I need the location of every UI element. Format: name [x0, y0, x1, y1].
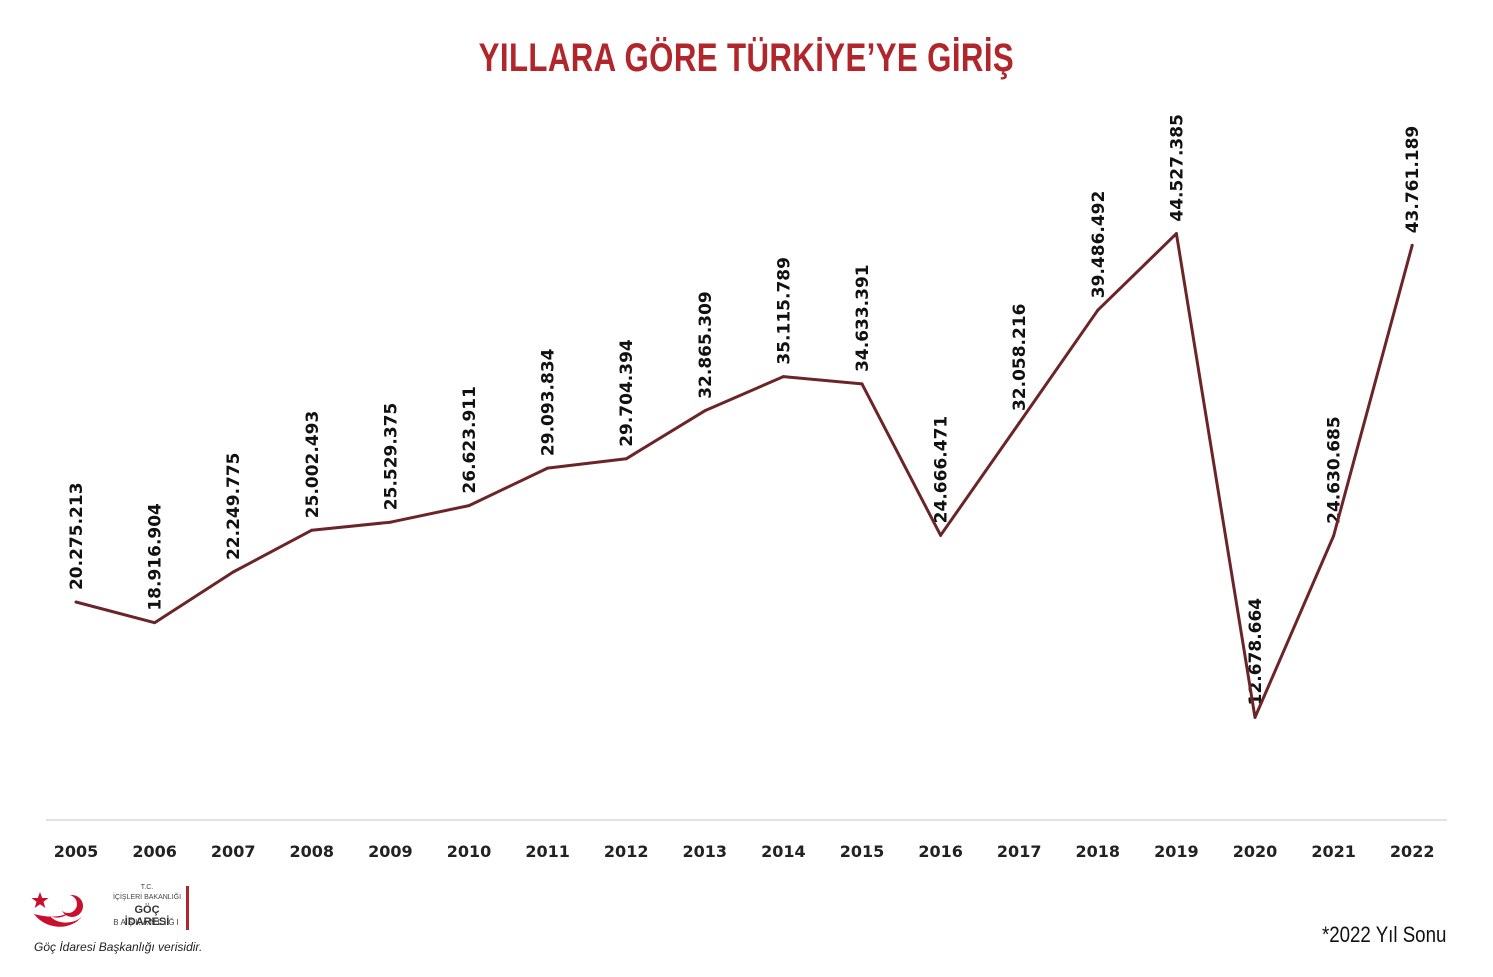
x-tick-label-2007: 2007 [211, 842, 256, 861]
x-tick-label-2015: 2015 [840, 842, 885, 861]
logo-line-1: T.C. [140, 884, 154, 891]
line-chart: 20.275.213 18.916.904 22.249.775 25.002.493… [46, 114, 1447, 861]
data-label-2007: 22.249.775 [224, 452, 244, 560]
data-label-2009: 25.529.375 [381, 403, 401, 511]
x-tick-label-2006: 2006 [132, 842, 177, 861]
data-label-2011: 29.093.834 [539, 348, 559, 456]
logo-line-2: İÇİŞLERİ BAKANLIĞI [112, 894, 182, 901]
series-line [75, 232, 1414, 719]
crescent-star-logo-icon [31, 892, 84, 927]
data-label-2018: 39.486.492 [1089, 191, 1109, 299]
data-label-2008: 25.002.493 [303, 411, 323, 519]
data-label-2014: 35.115.789 [774, 257, 794, 365]
data-label-2012: 29.704.394 [617, 339, 637, 447]
source-note: Göç İdaresi Başkanlığı verisidir. [34, 940, 203, 954]
footnote: *2022 Yıl Sonu [1321, 922, 1446, 947]
logo-line-4: BAŞKANLIĞI [113, 918, 181, 927]
data-label-2005: 20.275.213 [67, 482, 87, 590]
x-tick-label-2020: 2020 [1233, 842, 1278, 861]
x-tick-label-2011: 2011 [525, 842, 570, 861]
x-tick-label-2022: 2022 [1390, 842, 1435, 861]
data-label-2017: 32.058.216 [1010, 303, 1030, 411]
logo: T.C. İÇİŞLERİ BAKANLIĞI GÖÇ İDARESİ BAŞK… [28, 884, 202, 964]
data-label-2021: 24.630.685 [1325, 416, 1345, 524]
x-tick-label-2019: 2019 [1154, 842, 1199, 861]
x-tick-label-2009: 2009 [368, 842, 413, 861]
data-label-2010: 26.623.911 [460, 386, 480, 494]
x-tick-label-2021: 2021 [1311, 842, 1356, 861]
logo-divider [186, 886, 189, 930]
data-label-2022: 43.761.189 [1403, 126, 1423, 234]
x-tick-label-2005: 2005 [54, 842, 99, 861]
chart-title: YILLARA GÖRE TÜRKİYE’YE GİRİŞ [478, 36, 1015, 80]
x-tick-label-2008: 2008 [290, 842, 335, 861]
x-tick-label-2012: 2012 [604, 842, 649, 861]
x-tick-label-2014: 2014 [761, 842, 806, 861]
x-tick-label-2010: 2010 [447, 842, 492, 861]
data-label-2020: 12.678.664 [1246, 598, 1266, 706]
data-label-2015: 34.633.391 [853, 264, 873, 372]
data-label-2006: 18.916.904 [146, 503, 166, 611]
x-tick-label-2016: 2016 [918, 842, 963, 861]
x-tick-label-2018: 2018 [1076, 842, 1121, 861]
x-tick-label-2013: 2013 [683, 842, 728, 861]
data-label-2016: 24.666.471 [932, 416, 952, 524]
data-label-2019: 44.527.385 [1167, 114, 1187, 222]
data-label-2013: 32.865.309 [696, 291, 716, 399]
logo-line-3: GÖÇ İDARESİ [124, 904, 170, 928]
x-tick-label-2017: 2017 [997, 842, 1042, 861]
